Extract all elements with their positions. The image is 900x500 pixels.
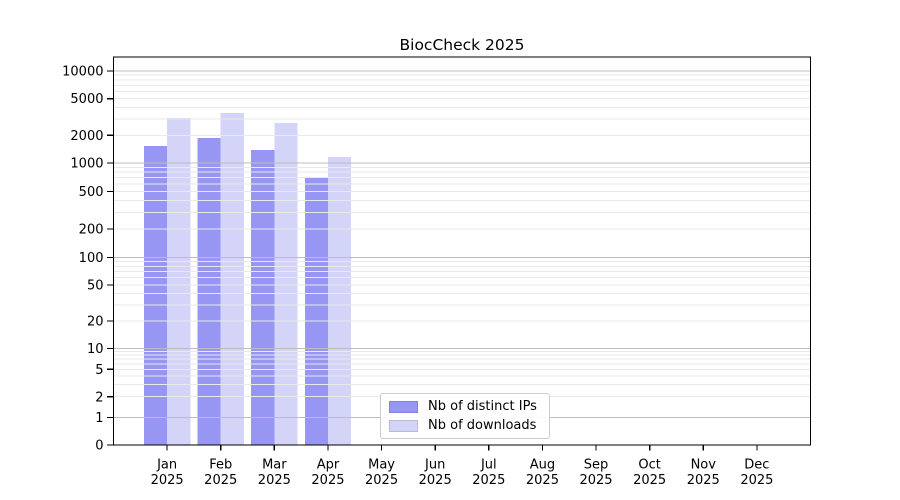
x-tick-label-month: Aug — [530, 458, 555, 473]
x-tick-label-year: 2025 — [204, 473, 237, 488]
y-tick-label: 5 — [95, 363, 103, 378]
x-tick-label-year: 2025 — [311, 473, 344, 488]
y-tick-label: 1 — [95, 411, 103, 426]
x-tick-label-year: 2025 — [526, 473, 559, 488]
bar-feb-distinct-ips — [197, 137, 221, 445]
legend-swatch-downloads — [389, 419, 418, 432]
y-tick-label: 20 — [87, 315, 104, 330]
legend: Nb of distinct IPs Nb of downloads — [380, 393, 550, 439]
y-tick-label: 50 — [87, 278, 104, 293]
x-tick-label-month: Dec — [744, 458, 769, 473]
x-tick-label-month: Jul — [480, 458, 497, 473]
bar-feb-downloads — [220, 112, 244, 445]
x-tick-label-year: 2025 — [151, 473, 184, 488]
x-tick-label-year: 2025 — [258, 473, 291, 488]
x-tick-label-month: Sep — [584, 458, 609, 473]
x-tick-label-year: 2025 — [687, 473, 720, 488]
y-tick-label: 0 — [95, 439, 103, 454]
bar-mar-distinct-ips — [251, 149, 275, 445]
x-tick-label-year: 2025 — [472, 473, 505, 488]
y-tick-label: 200 — [79, 223, 104, 238]
x-tick-label-month: Oct — [638, 458, 660, 473]
y-tick-label: 500 — [79, 185, 104, 200]
axes-spines — [112, 56, 812, 446]
x-tick-label-month: Jun — [424, 458, 445, 473]
x-tick-label-month: May — [368, 458, 395, 473]
bar-apr-distinct-ips — [304, 177, 328, 445]
x-tick-label-month: Nov — [691, 458, 717, 473]
x-tick-label-year: 2025 — [419, 473, 452, 488]
x-tick-label-month: Feb — [209, 458, 232, 473]
y-tick-label: 10000 — [62, 65, 103, 80]
bar-jan-downloads — [167, 118, 191, 445]
x-tick-label-month: Apr — [317, 458, 340, 473]
x-tick-label-year: 2025 — [365, 473, 398, 488]
y-tick-label: 2 — [95, 390, 103, 405]
legend-label-distinct-ips: Nb of distinct IPs — [428, 399, 537, 414]
bar-jan-distinct-ips — [143, 146, 168, 445]
legend-swatch-distinct-ips — [389, 400, 418, 413]
chart-title: BiocCheck 2025 — [399, 36, 525, 54]
y-tick-label: 10 — [87, 342, 104, 357]
y-tick-label: 2000 — [70, 129, 103, 144]
y-tick-label: 5000 — [70, 92, 103, 107]
x-tick-label-month: Mar — [262, 458, 287, 473]
x-tick-label-year: 2025 — [740, 473, 773, 488]
y-tick-label: 100 — [79, 251, 104, 266]
x-tick-label-year: 2025 — [633, 473, 666, 488]
legend-item-downloads: Nb of downloads — [389, 418, 537, 433]
legend-label-downloads: Nb of downloads — [428, 418, 537, 433]
bar-mar-downloads — [274, 123, 298, 446]
legend-item-distinct-ips: Nb of distinct IPs — [389, 399, 537, 414]
y-tick-label: 1000 — [70, 157, 103, 172]
x-tick-label-month: Jan — [156, 458, 177, 473]
x-tick-label-year: 2025 — [579, 473, 612, 488]
